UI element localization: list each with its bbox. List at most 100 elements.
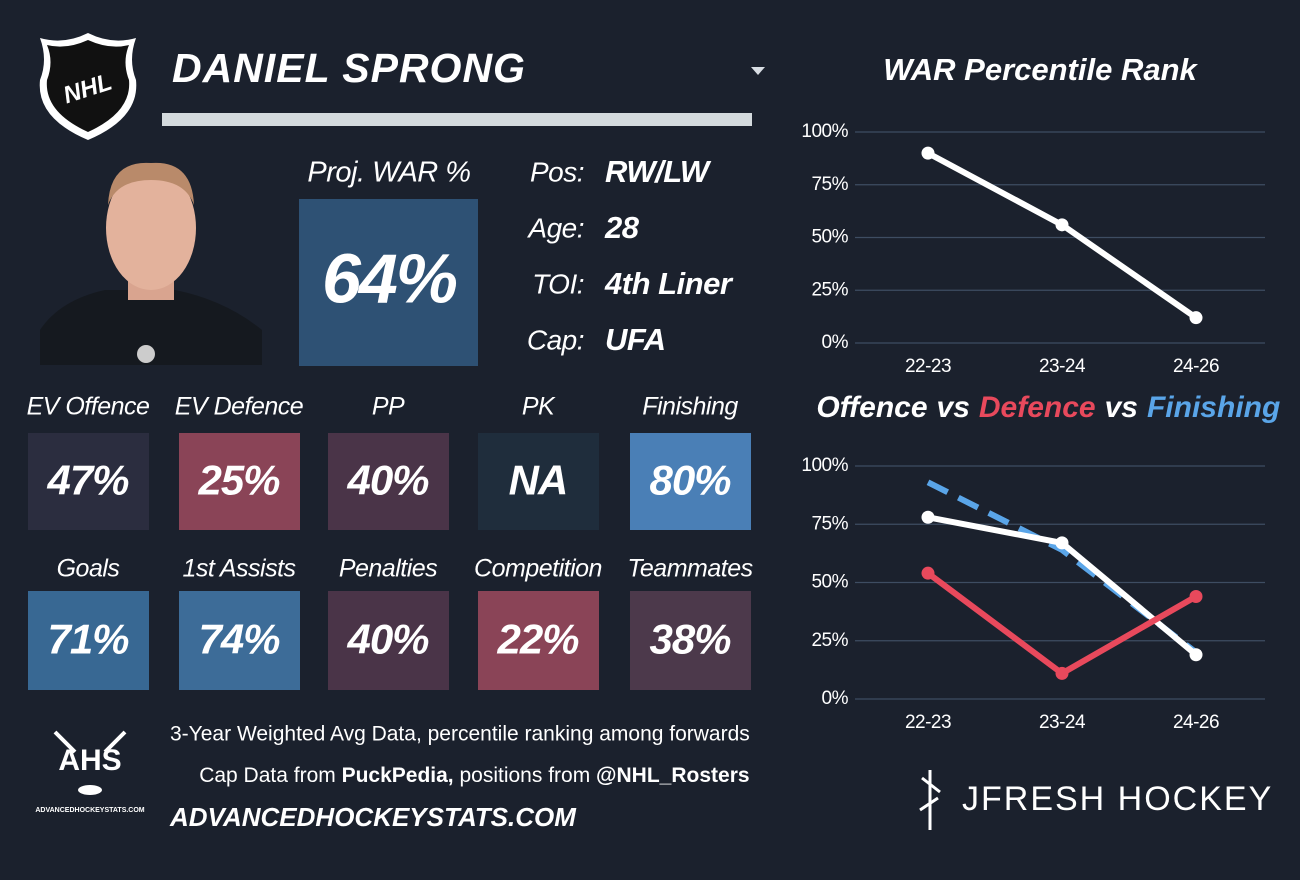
line-chart: 0% 25% 50% 75% 100% 22-23 23-24 24-26 [801,121,1265,377]
title-series: Offence [816,391,927,424]
info-value: UFA [605,322,666,357]
stat-box [630,591,751,690]
stat-value: 80% [649,457,731,504]
stat-box [478,591,599,690]
title-series: Defence [979,391,1096,424]
stat-label: Penalties [339,555,437,583]
data-point [1055,218,1069,232]
photo-crest [137,345,155,363]
x-tick-label: 23-24 [1039,356,1086,377]
y-tick-label: 75% [811,513,848,534]
data-point [1055,536,1069,550]
stat-box [28,433,149,530]
stat-label: EV Offence [27,393,150,421]
stat-value: 22% [496,616,579,663]
credit-source: @NHL_Rosters [596,764,750,787]
credit-text: Cap Data from [199,764,341,787]
info-value: RW/LW [605,154,712,189]
footer-note: 3-Year Weighted Avg Data, percentile ran… [170,723,750,746]
x-tick-label: 24-26 [1173,712,1219,733]
data-point [921,566,935,580]
stat-box [179,433,300,530]
stat-label: Teammates [627,555,752,583]
stat-label: Competition [474,555,602,583]
stat-label: PP [372,393,405,421]
title-series: Finishing [1147,391,1280,424]
info-value: 28 [604,210,640,245]
stat-label: PK [522,393,556,421]
info-label: Pos: [530,156,584,187]
data-point [1189,311,1203,325]
title-joiner: vs [1105,391,1138,424]
stat-label: Finishing [642,393,738,421]
series-line [926,479,1198,655]
stat-value: 47% [46,457,129,504]
info-label: Cap: [527,324,584,355]
stat-box [179,591,300,690]
y-tick-label: 100% [801,121,848,142]
nhl-logo: NHL [39,33,137,140]
y-tick-label: 25% [811,279,848,300]
info-value: 4th Liner [604,266,734,301]
stat-box [328,591,449,690]
stat-box [28,591,149,690]
player-name: DANIEL SPRONG [172,45,526,91]
stat-value: 40% [346,616,429,663]
footer-credits: Cap Data from PuckPedia, positions from … [170,764,767,787]
stat-value: 25% [197,457,280,504]
brand: JFRESH HOCKEY [962,780,1273,818]
y-tick-label: 25% [811,630,848,651]
stat-value: 74% [198,616,280,663]
dropdown-arrow[interactable] [751,67,765,75]
x-tick-label: 22-23 [905,712,951,733]
x-tick-label: 22-23 [905,356,951,377]
credit-source: PuckPedia, [342,764,454,787]
title-joiner: vs [937,391,970,424]
data-point [1189,589,1203,603]
y-tick-label: 50% [811,227,848,248]
projection-box [299,199,478,366]
y-tick-label: 50% [811,572,848,593]
x-tick-label: 23-24 [1039,712,1086,733]
y-tick-label: 100% [801,455,848,476]
stat-value: 40% [346,457,429,504]
y-tick-label: 0% [822,332,849,353]
footer-url: ADVANCEDHOCKEYSTATS.COM [169,802,577,832]
data-point [921,146,935,160]
projection-label: Proj. WAR % [307,157,470,189]
line-chart: 0% 25% 50% 75% 100% 22-23 23-24 24-26 [801,455,1265,733]
info-list: Pos: RW/LW Age: 28 TOI: 4th Liner Cap: UFA [526,154,734,357]
player-photo [40,162,262,365]
y-tick-label: 75% [811,174,848,195]
logo-shield-inner [46,40,130,132]
ahs-logo-text: AHS [58,744,121,777]
stat-label: 1st Assists [182,555,295,583]
chart-title: Offence vs Defence vs Finishing [775,391,1300,424]
stat-box [630,433,751,530]
jfresh-mark [919,770,941,830]
stat-value: 38% [649,616,731,663]
stat-box [478,433,599,530]
info-label: Age: [526,212,584,243]
ahs-logo-caption: ADVANCEDHOCKEYSTATS.COM [35,807,144,814]
stat-tiles: EV Offence 47% EV Defence 25% PP 40% PK NA Finis… [27,393,753,690]
info-label: TOI: [532,268,584,299]
stat-label: Goals [57,555,120,583]
photo-head [106,166,196,290]
data-point [921,510,935,524]
logo-puck [78,785,102,795]
logo-sticks [53,730,127,754]
data-point [1189,648,1203,662]
jfresh-logo [919,770,941,830]
credit-text: positions from [454,764,596,787]
ahs-logo: AHS ADVANCEDHOCKEYSTATS.COM [35,730,145,814]
x-tick-label: 24-26 [1173,356,1219,377]
stat-box [328,433,449,530]
chart-title: WAR Percentile Rank [883,52,1198,87]
y-tick-label: 0% [822,688,849,709]
photo-jersey [40,290,262,365]
photo-hair [108,162,194,205]
stat-value: NA [509,457,568,504]
